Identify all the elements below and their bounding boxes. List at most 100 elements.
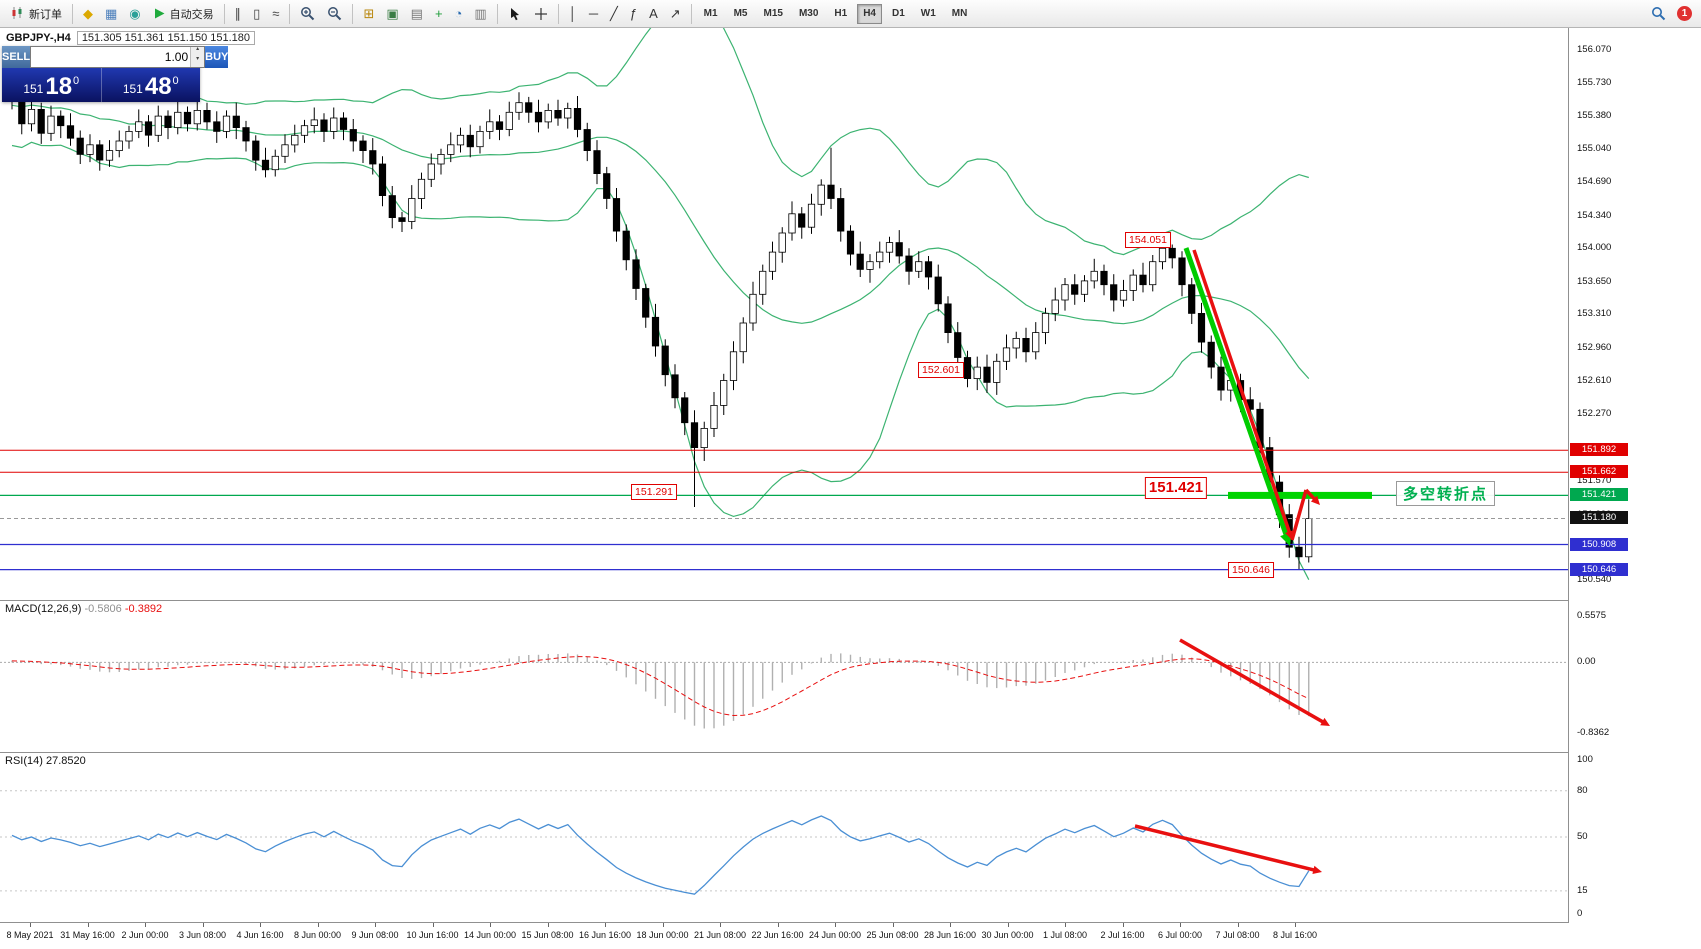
scale-tick-label: 80 [1577,784,1588,796]
scale-tick-label: 155.380 [1577,110,1612,122]
candles-layer [8,77,1313,570]
new-order-button[interactable]: 新订单 [5,2,67,26]
vertical-line-tool[interactable]: │ [564,2,582,26]
sell-price[interactable]: 151 18 0 [2,68,102,102]
ohlc-values: 151.305 151.361 151.150 151.180 [76,31,256,45]
bar-chart-button[interactable]: ∥ [230,2,247,26]
period-button[interactable]: ◔ [450,2,468,26]
crosshair-tool-button[interactable] [529,2,553,26]
volume-box: ▴ ▾ [30,46,206,68]
templates-button[interactable]: ▥ [469,2,491,26]
scale-tick-label: 0 [1577,908,1583,919]
scale-tick-label: 154.690 [1577,176,1612,188]
sell-button[interactable]: SELL [2,46,31,68]
data-window-button[interactable]: ▦ [100,2,122,26]
vertical-line-icon: │ [568,6,577,21]
panel-divider[interactable] [0,752,1701,753]
main-chart-canvas[interactable] [0,28,1568,600]
buy-price[interactable]: 151 48 0 [102,68,201,102]
timeframe-mn[interactable]: MN [951,7,968,19]
price-annotation-label[interactable]: 152.601 [918,362,964,378]
horizontal-line-tool[interactable]: ─ [584,2,603,26]
zoom-in-button[interactable] [295,2,320,26]
volume-input[interactable] [31,47,191,67]
toolbar-separator [223,3,225,24]
zoom-out-button[interactable] [322,2,347,26]
timeframe-h1[interactable]: H1 [834,7,848,19]
price-annotation-label[interactable]: 154.051 [1125,232,1171,248]
buy-price-prefix: 151 [122,82,143,96]
notification-badge[interactable]: 1 [1677,6,1692,21]
auto-trading-button[interactable]: 自动交易 [148,2,219,26]
toolbar-separator [352,3,354,24]
search-button[interactable] [1646,2,1671,26]
scale-tick-label: 0.00 [1577,656,1596,668]
time-axis-label: 1 Jul 08:00 [1042,930,1088,940]
timeframe-h4[interactable]: H4 [857,3,882,24]
new-chart-button[interactable]: ▣ [381,2,403,26]
volume-down-icon[interactable]: ▾ [191,56,205,67]
time-tick [1295,923,1296,927]
toolbar-separator [557,3,559,24]
text-tool[interactable]: A [644,2,663,26]
time-axis-label: 8 May 2021 [6,930,54,940]
scale-tick-label: 100 [1577,754,1593,765]
candlestick-chart-button[interactable]: ▯ [248,2,265,26]
time-axis[interactable]: 8 May 2021 31 May 16:00 2 Jun 00:00 3 Jun 0… [0,922,1701,949]
profiles-button[interactable]: ▤ [406,2,428,26]
scale-tick-label: 155.730 [1577,76,1612,88]
price-tag: 150.646 [1570,562,1628,576]
time-axis-label: 18 Jun 00:00 [636,930,689,940]
time-axis-label: 25 Jun 08:00 [866,930,919,940]
time-axis-label: 7 Jul 08:00 [1215,930,1260,940]
macd-main-value: -0.5806 [84,603,122,615]
symbol-period-label: GBPJPY-,H4 [6,32,71,44]
cursor-tool-button[interactable] [503,2,527,26]
line-chart-button[interactable]: ≈ [267,2,284,26]
scale-tick-label: 15 [1577,884,1588,896]
auto-trading-button-label: 自动交易 [169,8,214,21]
time-axis-label: 10 Jun 16:00 [406,930,459,940]
timeframe-m15[interactable]: M15 [763,7,783,19]
time-tick [950,923,951,927]
price-annotation-label[interactable]: 151.421 [1144,477,1208,499]
toolbar-separator [289,3,291,24]
indicators-button[interactable]: + [430,2,448,26]
macd-name: MACD(12,26,9) [5,603,82,615]
time-tick [1180,923,1181,927]
time-tick [202,923,204,927]
arrows-tool[interactable]: ↗ [665,2,686,26]
arrow-icon: ↗ [669,6,681,21]
scale-border [1568,28,1569,922]
rsi-panel-canvas[interactable] [0,752,1568,922]
scale-tick-label: 152.610 [1577,375,1612,387]
buy-button[interactable]: BUY [205,46,229,68]
navigator-button[interactable]: ◉ [124,2,145,26]
volume-up-icon[interactable]: ▴ [191,46,205,57]
new-chart-icon: ▣ [386,6,399,21]
panel-divider[interactable] [0,600,1701,601]
tile-windows-button[interactable]: ⊞ [358,2,379,26]
fibonacci-tool[interactable]: ƒ [625,2,642,26]
timeframe-m1[interactable]: M1 [703,7,718,19]
timeframe-w1[interactable]: W1 [920,7,936,19]
market-watch-button[interactable]: ◆ [78,2,98,26]
price-scale[interactable]: 156.070 155.730 155.380 155.040 154.690 154.3… [1569,0,1701,948]
timeframe-m5[interactable]: M5 [733,7,748,19]
toolbar: 新订单 ◆ ▦ ◉ 自动交易 ∥ ▯ ≈ ⊞ ▣ ▤ + ◔ ▥ │ ─ ╱ ƒ A ↗ M1 M5 M15 M30 H1 H4 D… [0,0,1701,28]
trendline-tool[interactable]: ╱ [605,2,623,26]
sell-price-big: 18 [45,73,73,100]
pivot-annotation[interactable]: 多空转折点 [1396,481,1496,506]
price-annotation-label[interactable]: 150.646 [1228,562,1274,578]
sell-price-prefix: 151 [23,82,44,96]
timeframe-m30[interactable]: M30 [798,7,819,19]
toolbar-separator [496,3,498,24]
pivot-zone-bar[interactable] [1228,491,1372,499]
time-tick [30,923,31,927]
macd-panel-canvas[interactable] [0,600,1568,752]
time-axis-label: 2 Jun 00:00 [121,930,169,940]
time-tick [1007,923,1009,927]
market-watch-icon: ◆ [83,6,93,21]
price-annotation-label[interactable]: 151.291 [631,484,677,500]
timeframe-d1[interactable]: D1 [891,7,905,19]
